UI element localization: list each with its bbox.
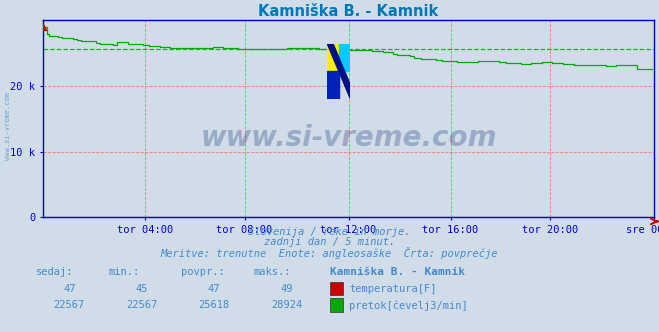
Text: Kamniška B. - Kamnik: Kamniška B. - Kamnik xyxy=(330,267,465,277)
Text: min.:: min.: xyxy=(109,267,140,277)
Text: pretok[čevelj3/min]: pretok[čevelj3/min] xyxy=(349,300,468,311)
Text: Meritve: trenutne  Enote: angleosaške  Črta: povprečje: Meritve: trenutne Enote: angleosaške Črt… xyxy=(161,247,498,259)
Text: 49: 49 xyxy=(281,284,293,294)
Text: 22567: 22567 xyxy=(53,300,85,310)
Text: www.si-vreme.com: www.si-vreme.com xyxy=(5,92,11,160)
Text: 45: 45 xyxy=(136,284,148,294)
Text: 28924: 28924 xyxy=(271,300,302,310)
Title: Kamniška B. - Kamnik: Kamniška B. - Kamnik xyxy=(258,4,439,19)
Text: sedaj:: sedaj: xyxy=(36,267,74,277)
Text: zadnji dan / 5 minut.: zadnji dan / 5 minut. xyxy=(264,237,395,247)
Text: 47: 47 xyxy=(208,284,220,294)
Text: maks.:: maks.: xyxy=(254,267,291,277)
Text: 25618: 25618 xyxy=(198,300,230,310)
Text: temperatura[F]: temperatura[F] xyxy=(349,284,437,294)
Text: www.si-vreme.com: www.si-vreme.com xyxy=(200,124,497,152)
Text: 22567: 22567 xyxy=(126,300,158,310)
Text: povpr.:: povpr.: xyxy=(181,267,225,277)
Text: Slovenija / reke in morje.: Slovenija / reke in morje. xyxy=(248,227,411,237)
Text: 47: 47 xyxy=(63,284,75,294)
